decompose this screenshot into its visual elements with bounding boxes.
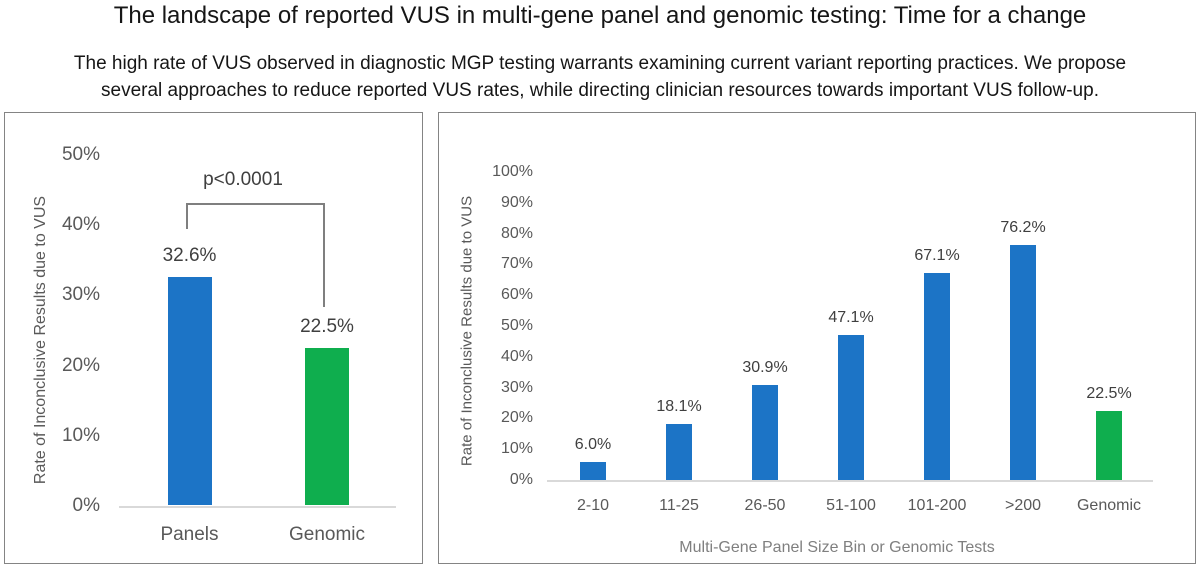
y-tick-label: 20% [61, 354, 100, 376]
y-tick-label: 10% [500, 440, 533, 458]
figure-subtitle: The high rate of VUS observed in diagnos… [0, 50, 1200, 104]
bar-value-label: 67.1% [914, 247, 960, 265]
subtitle-line-1: The high rate of VUS observed in diagnos… [73, 53, 1127, 74]
x-category-label: 101-200 [907, 497, 967, 514]
y-tick-label: 0% [509, 471, 533, 488]
bracket-right-drop [323, 203, 325, 307]
subtitle-line-2: several approaches to reduce reported VU… [101, 80, 1099, 101]
figure-title: The landscape of reported VUS in multi-g… [113, 2, 1087, 29]
y-tick-label: 90% [500, 193, 533, 211]
y-tick-label: 30% [500, 378, 533, 396]
y-tick-label: 0% [72, 495, 100, 516]
x-axis-line [547, 480, 1153, 482]
y-tick-label: 40% [500, 347, 533, 365]
bar-genomic [1096, 410, 1122, 480]
bar-value-label: 6.0% [574, 435, 612, 453]
x-category-label: Genomic [288, 524, 366, 545]
y-tick-label: 50% [500, 317, 533, 334]
bar-value-label: 22.5% [1086, 384, 1132, 402]
y-tick-label: 100% [492, 163, 533, 180]
bar-51-100 [838, 334, 864, 480]
bar-value-label: 30.9% [742, 358, 788, 376]
bar-26-50 [752, 384, 778, 480]
x-category-label: >200 [1004, 497, 1042, 514]
x-category-label: 2-10 [576, 497, 610, 514]
x-category-label: Genomic [1076, 497, 1142, 514]
significance-label: p<0.0001 [203, 169, 283, 190]
x-category-label: 51-100 [826, 497, 876, 514]
bar-value-label: 22.5% [300, 315, 354, 337]
y-tick-label: 10% [61, 424, 100, 446]
bar-panels [167, 276, 212, 506]
bracket-horizontal [186, 203, 324, 205]
y-tick-label: 60% [500, 286, 533, 304]
bar-value-label: 32.6% [162, 244, 217, 266]
bar-200 [1010, 245, 1036, 480]
x-axis-title: Multi-Gene Panel Size Bin or Genomic Tes… [679, 539, 995, 556]
bar-genomic [305, 347, 349, 506]
bar-value-label: 18.1% [656, 398, 702, 416]
bar-101-200 [924, 273, 950, 480]
y-tick-label: 40% [61, 214, 100, 236]
panel-size-bin-chart-panel: Rate of Inconclusive Results due to VUS 0… [438, 112, 1196, 564]
bar-2-10 [580, 461, 606, 480]
y-tick-label: 80% [500, 224, 533, 242]
vus-summary-chart-panel: Rate of Inconclusive Results due to VUS 0… [4, 112, 423, 564]
bar-11-25 [666, 424, 692, 480]
x-category-label: Panels [160, 524, 219, 545]
bar-value-label: 76.2% [1000, 219, 1046, 237]
y-tick-label: 70% [500, 255, 533, 273]
y-tick-label: 20% [500, 409, 533, 427]
x-category-label: 11-25 [659, 497, 699, 514]
y-tick-label: 50% [61, 144, 100, 165]
y-tick-label: 30% [61, 284, 100, 306]
bracket-left-drop [186, 203, 188, 229]
bar-value-label: 47.1% [828, 308, 874, 326]
x-axis-line [119, 505, 396, 508]
x-category-label: 26-50 [744, 497, 786, 514]
